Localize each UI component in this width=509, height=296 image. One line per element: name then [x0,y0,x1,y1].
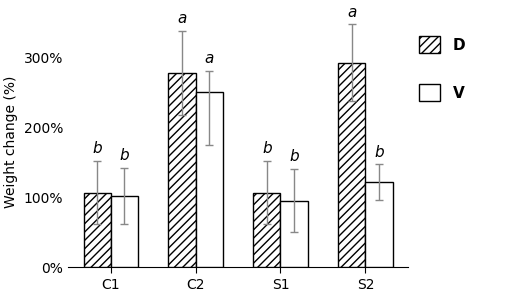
Bar [83,192,110,267]
Bar [280,201,307,267]
Text: b: b [374,144,383,160]
Y-axis label: Weight change (%): Weight change (%) [4,75,18,207]
Bar [253,192,280,267]
Text: a: a [204,52,213,67]
Bar [195,92,222,267]
Legend: D, V: D, V [418,36,464,102]
Text: b: b [262,141,271,156]
Text: b: b [289,149,298,165]
Text: b: b [119,148,129,163]
Text: a: a [177,11,186,26]
Text: a: a [347,4,356,20]
Bar [168,73,195,267]
Text: b: b [92,141,102,156]
Bar [364,182,392,267]
Bar [337,63,364,267]
Bar [110,196,137,267]
